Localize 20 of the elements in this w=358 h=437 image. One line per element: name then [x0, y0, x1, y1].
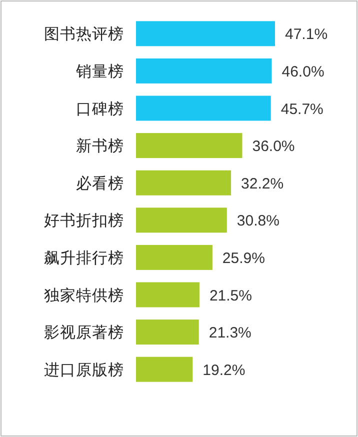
y-tick-label: 好书折扣榜 [44, 212, 124, 230]
data-label: 32.2% [241, 175, 284, 192]
y-tick-label: 独家特供榜 [44, 286, 124, 304]
y-tick-label: 图书热评榜 [44, 25, 124, 44]
y-tick-label: 必看榜 [76, 174, 124, 192]
y-tick-label: 新书榜 [76, 137, 124, 156]
y-tick-label: 影视原著榜 [44, 324, 124, 342]
data-label: 25.9% [222, 250, 265, 267]
data-label: 46.0% [282, 63, 324, 80]
data-label: 21.3% [208, 324, 252, 342]
y-tick-label: 口碑榜 [76, 100, 124, 118]
data-label: 19.2% [202, 362, 246, 379]
y-tick-label: 飙升排行榜 [44, 248, 124, 267]
data-label: 45.7% [280, 100, 324, 118]
data-label: 30.8% [236, 212, 280, 230]
data-label: 21.5% [209, 287, 252, 304]
y-tick-label: 销量榜 [75, 62, 124, 80]
y-tick-label: 进口原版榜 [44, 360, 124, 379]
data-label: 36.0% [252, 138, 295, 156]
data-label: 47.1% [285, 26, 328, 44]
